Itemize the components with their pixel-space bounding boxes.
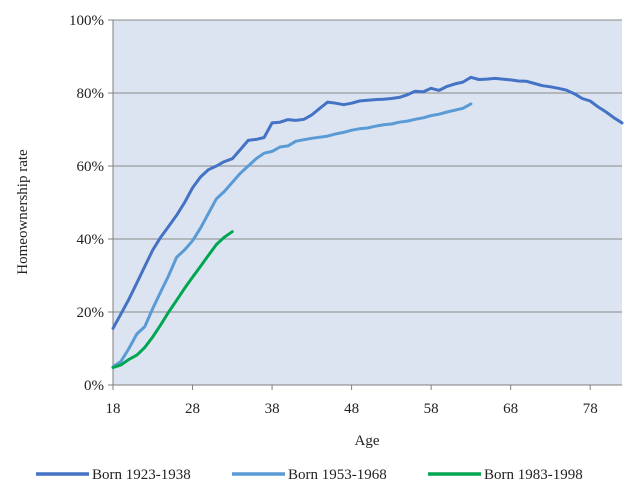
x-tick-label: 68	[503, 401, 518, 417]
x-tick-label: 78	[583, 401, 598, 417]
y-tick-label: 40%	[77, 232, 105, 248]
y-tick-label: 0%	[84, 378, 104, 394]
y-tick-label: 100%	[69, 13, 104, 29]
series-line-2	[111, 102, 473, 369]
y-tick-label: 60%	[77, 159, 105, 175]
x-tick-label: 38	[265, 401, 280, 417]
x-tick-label: 58	[424, 401, 439, 417]
plot-area	[113, 20, 622, 385]
x-tick-label: 48	[344, 401, 359, 417]
legend-label: Born 1953-1968	[288, 467, 387, 483]
x-tick-label: 28	[185, 401, 200, 417]
tick-labels: 0% 20% 40% 60% 80% 100% 18 28 38 48 58 68 78	[69, 13, 598, 417]
series-lines	[111, 75, 624, 369]
y-tick-label: 80%	[77, 86, 105, 102]
x-tick-label: 18	[106, 401, 121, 417]
gridlines	[113, 19, 622, 313]
series-line-1	[111, 75, 624, 330]
x-axis-title: Age	[355, 433, 380, 449]
y-tick-label: 20%	[77, 305, 105, 321]
axes	[108, 19, 622, 390]
y-axis-title: Homeownership rate	[15, 149, 31, 275]
legend-label: Born 1983-1998	[484, 467, 583, 483]
legend-label: Born 1923-1938	[92, 467, 191, 483]
series-line-3	[111, 230, 234, 369]
legend: Born 1923-1938 Born 1953-1968 Born 1983-19…	[36, 467, 583, 483]
